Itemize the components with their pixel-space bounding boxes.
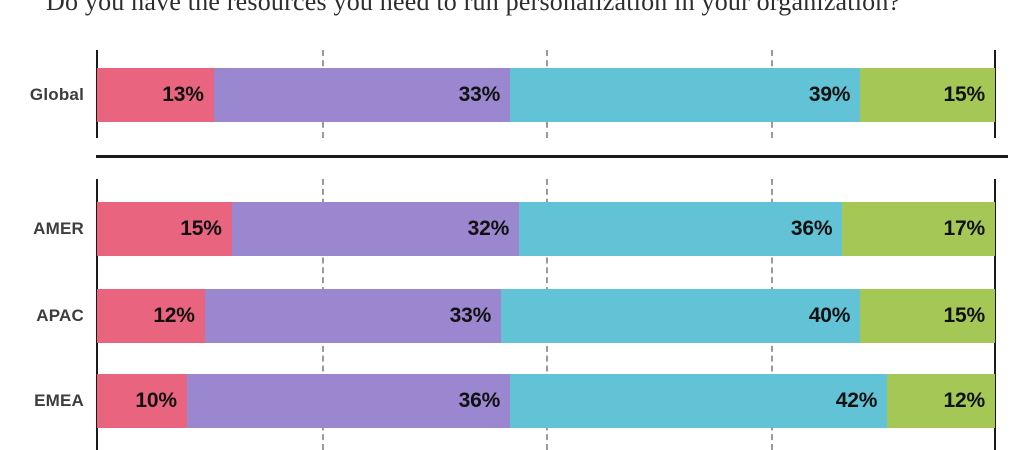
bar-row-apac: APAC 12% 33% 40% 15%: [36, 289, 995, 343]
bar-segment: 12%: [97, 289, 205, 343]
right-axis-line: [994, 50, 996, 138]
segment-value-label: 42%: [835, 389, 878, 412]
segment-value-label: 10%: [135, 389, 177, 412]
segment-value-label: 33%: [458, 83, 501, 106]
bar-segment: 39%: [510, 68, 861, 122]
segment-value-label: 15%: [180, 217, 222, 240]
row-label-amer: AMER: [33, 219, 84, 238]
segment-value-label: 17%: [943, 217, 986, 240]
bar-segment: 13%: [97, 68, 214, 122]
right-axis-line: [994, 179, 996, 450]
divider-line: [96, 155, 1008, 158]
chart-section-global: Global 13% 33% 39% 15%: [30, 50, 996, 138]
bar-row-emea: EMEA 10% 36% 42% 12%: [34, 374, 995, 428]
bar-segment: 33%: [204, 289, 502, 343]
row-label-apac: APAC: [36, 306, 84, 325]
bar-segment: 40%: [501, 289, 861, 343]
row-label-global: Global: [29, 85, 84, 104]
row-label-emea: EMEA: [34, 391, 84, 410]
segment-value-label: 39%: [808, 83, 851, 106]
bar-segment: 36%: [519, 202, 843, 256]
bar-segment: 33%: [213, 68, 511, 122]
bar-segment: 10%: [97, 374, 187, 428]
bar-row-amer: AMER 15% 32% 36% 17%: [33, 202, 995, 256]
bar-row-global: Global 13% 33% 39% 15%: [30, 68, 995, 122]
segment-value-label: 15%: [943, 304, 986, 327]
segment-value-label: 12%: [153, 304, 195, 327]
bar-segment: 12%: [887, 374, 995, 428]
segment-value-label: 36%: [790, 217, 833, 240]
bar-segment: 15%: [860, 289, 995, 343]
segment-value-label: 13%: [162, 83, 204, 106]
bar-segment: 17%: [842, 202, 995, 256]
segment-value-label: 12%: [943, 389, 986, 412]
bar-segment: 36%: [186, 374, 511, 428]
bar-segment: 15%: [860, 68, 995, 122]
segment-value-label: 32%: [467, 217, 510, 240]
segment-value-label: 33%: [449, 304, 492, 327]
segment-value-label: 40%: [808, 304, 851, 327]
bar-segment: 42%: [510, 374, 888, 428]
segment-value-label: 15%: [943, 83, 986, 106]
bar-segment: 32%: [231, 202, 520, 256]
chart-section-regional: AMER 15% 32% 36% 17% APAC 12% 33% 40% 15% EMEA 10% 3…: [33, 179, 996, 450]
segment-value-label: 36%: [458, 389, 501, 412]
bar-segment: 15%: [97, 202, 232, 256]
chart-title: Do you have the resources you need to ru…: [46, 0, 901, 16]
